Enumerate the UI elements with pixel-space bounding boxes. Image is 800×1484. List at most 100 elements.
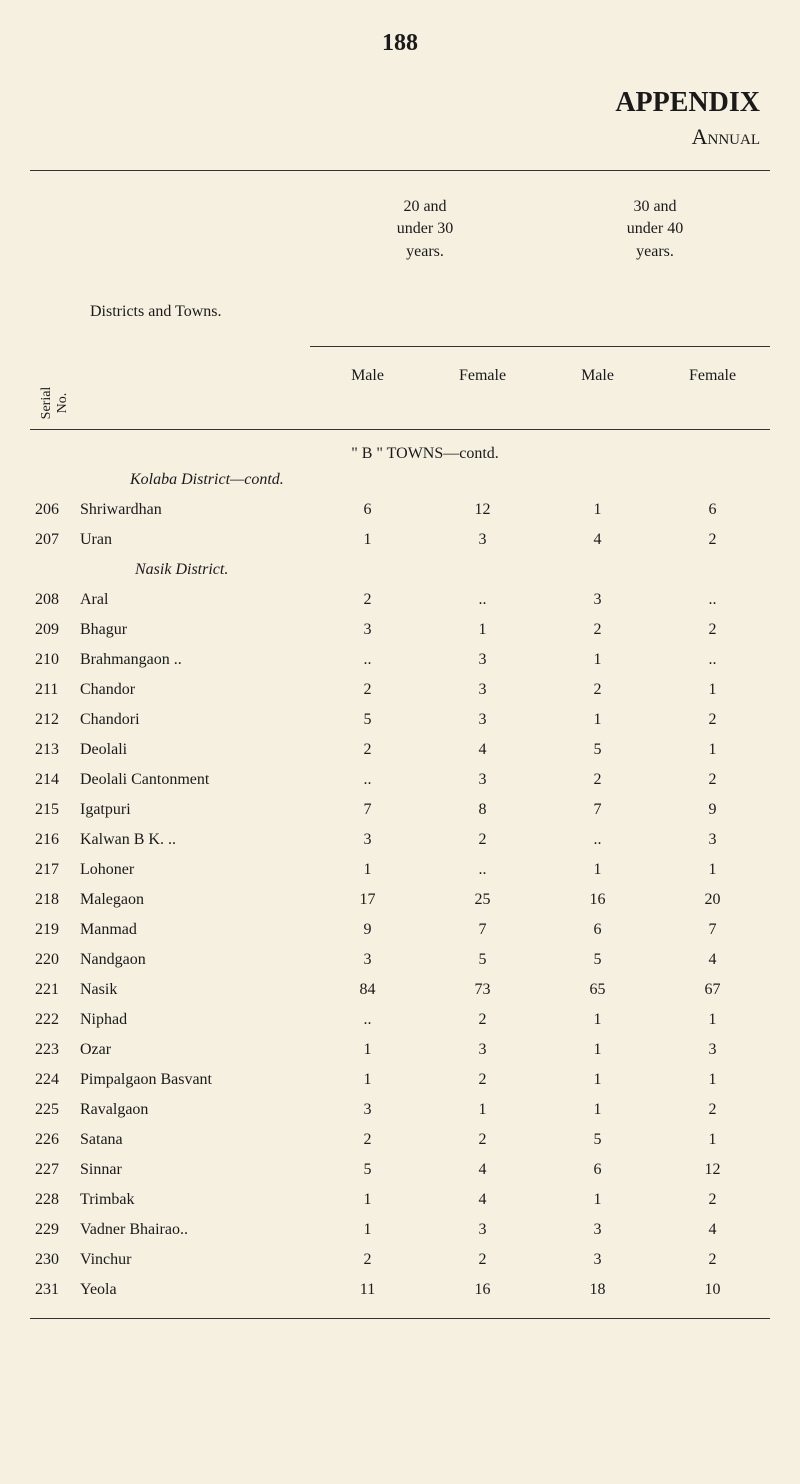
- value-cell: ..: [310, 1011, 425, 1029]
- value-cell: 2: [310, 1131, 425, 1149]
- value-cell: 2: [655, 1101, 770, 1119]
- value-cell: 2: [310, 591, 425, 609]
- header-left-spacer: [30, 196, 310, 263]
- town-name-cell: Kalwan B K. ..: [75, 831, 310, 849]
- serial-cell: 215: [30, 801, 75, 819]
- serial-cell: 221: [30, 981, 75, 999]
- value-cell: 4: [425, 1161, 540, 1179]
- value-cell: 1: [540, 501, 655, 519]
- table-row: 227Sinnar54612: [30, 1161, 770, 1183]
- value-cell: 2: [310, 741, 425, 759]
- table-row: 225Ravalgaon3112: [30, 1101, 770, 1123]
- value-cell: 1: [425, 621, 540, 639]
- town-name-cell: Satana: [75, 1131, 310, 1149]
- town-name-cell: Nandgaon: [75, 951, 310, 969]
- value-cell: 4: [425, 741, 540, 759]
- table-row: 223Ozar1313: [30, 1041, 770, 1063]
- serial-cell: 220: [30, 951, 75, 969]
- value-cell: 9: [655, 801, 770, 819]
- serial-cell: 216: [30, 831, 75, 849]
- main-horizontal-divider: [30, 429, 770, 430]
- header-line: under 40: [540, 218, 770, 240]
- value-cell: 11: [310, 1281, 425, 1299]
- value-cell: ..: [310, 651, 425, 669]
- value-cell: 2: [540, 621, 655, 639]
- value-cell: 3: [425, 531, 540, 549]
- serial-cell: 212: [30, 711, 75, 729]
- value-cell: 5: [425, 951, 540, 969]
- town-name-cell: Bhagur: [75, 621, 310, 639]
- value-cell: 2: [425, 1071, 540, 1089]
- value-cell: 17: [310, 891, 425, 909]
- serial-cell: 219: [30, 921, 75, 939]
- value-cell: 7: [310, 801, 425, 819]
- town-name-cell: Ravalgaon: [75, 1101, 310, 1119]
- table-row: 217Lohoner1..11: [30, 861, 770, 883]
- value-cell: 3: [540, 591, 655, 609]
- value-cell: 7: [540, 801, 655, 819]
- value-cell: 1: [655, 1131, 770, 1149]
- value-cell: 4: [425, 1191, 540, 1209]
- value-cell: ..: [425, 591, 540, 609]
- table-row: 216Kalwan B K. ..32..3: [30, 831, 770, 853]
- serial-cell: 228: [30, 1191, 75, 1209]
- document-page: 188 APPENDIX Annual 20 and under 30 year…: [0, 0, 800, 1339]
- district-name-cell: Nasik District.: [75, 561, 310, 579]
- table-row: 224Pimpalgaon Basvant1211: [30, 1071, 770, 1093]
- table-row: 214Deolali Cantonment..322: [30, 771, 770, 793]
- value-cell: 2: [425, 1251, 540, 1269]
- town-name-cell: Shriwardhan: [75, 501, 310, 519]
- serial-cell: 213: [30, 741, 75, 759]
- value-cell: 67: [655, 981, 770, 999]
- header-line: 30 and: [540, 196, 770, 218]
- value-cell: 1: [540, 1071, 655, 1089]
- serial-cell: 230: [30, 1251, 75, 1269]
- table-row: 215Igatpuri7879: [30, 801, 770, 823]
- town-name-cell: Deolali Cantonment: [75, 771, 310, 789]
- value-cell: 6: [655, 501, 770, 519]
- table-row: 230Vinchur2232: [30, 1251, 770, 1273]
- value-cell: 1: [540, 711, 655, 729]
- table-row: 221Nasik84736567: [30, 981, 770, 1003]
- table-row: 228Trimbak1412: [30, 1191, 770, 1213]
- value-cell: 1: [310, 531, 425, 549]
- value-cell: 7: [425, 921, 540, 939]
- districts-towns-label: Districts and Towns.: [30, 303, 770, 321]
- value-cell: 1: [540, 1101, 655, 1119]
- table-row: 226Satana2251: [30, 1131, 770, 1153]
- subheader-spacer: [80, 367, 310, 419]
- value-cell: 1: [540, 1041, 655, 1059]
- table-row: 219Manmad9767: [30, 921, 770, 943]
- value-cell: 10: [655, 1281, 770, 1299]
- value-cell: 3: [655, 1041, 770, 1059]
- serial-cell: 217: [30, 861, 75, 879]
- town-name-cell: Igatpuri: [75, 801, 310, 819]
- section-b-title: " B " TOWNS—contd.: [30, 445, 770, 463]
- town-name-cell: Manmad: [75, 921, 310, 939]
- data-table-body: 206Shriwardhan61216207Uran1342Nasik Dist…: [30, 501, 770, 1303]
- town-name-cell: Vinchur: [75, 1251, 310, 1269]
- town-name-cell: Brahmangaon ..: [75, 651, 310, 669]
- value-cell: 1: [655, 861, 770, 879]
- value-cell: 73: [425, 981, 540, 999]
- value-cell: 2: [310, 1251, 425, 1269]
- town-name-cell: Ozar: [75, 1041, 310, 1059]
- table-row: 218Malegaon17251620: [30, 891, 770, 913]
- table-row: 212Chandori5312: [30, 711, 770, 733]
- value-cell: 1: [310, 1041, 425, 1059]
- value-cell: 2: [540, 771, 655, 789]
- value-cell: 5: [540, 1131, 655, 1149]
- value-cell: 7: [655, 921, 770, 939]
- value-cell: 5: [540, 951, 655, 969]
- value-cell: 65: [540, 981, 655, 999]
- value-cell: 1: [655, 1011, 770, 1029]
- town-name-cell: Yeola: [75, 1281, 310, 1299]
- value-cell: 3: [310, 831, 425, 849]
- serial-cell: 226: [30, 1131, 75, 1149]
- serial-cell: 214: [30, 771, 75, 789]
- header-line: 20 and: [310, 196, 540, 218]
- value-cell: 1: [425, 1101, 540, 1119]
- value-cell: 1: [540, 861, 655, 879]
- value-cell: 6: [310, 501, 425, 519]
- value-cell: 16: [425, 1281, 540, 1299]
